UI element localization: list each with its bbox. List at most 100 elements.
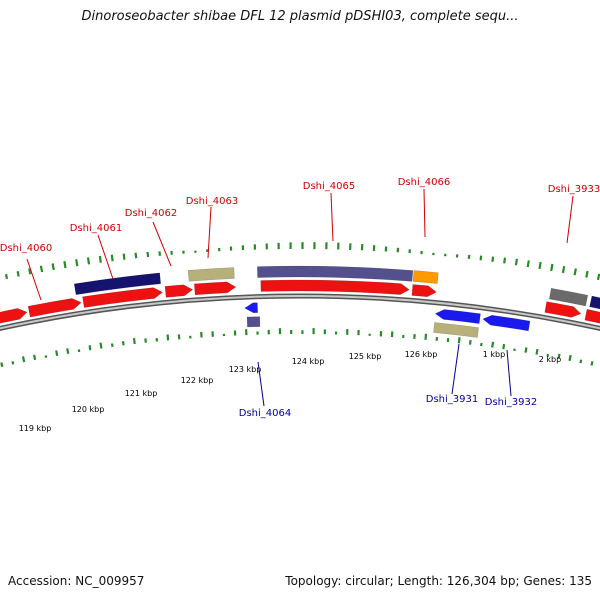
- gc-tick: [28, 268, 32, 275]
- label-leader: [330, 192, 334, 242]
- gene-label-leaders: [26, 188, 574, 407]
- gc-tick: [132, 337, 136, 345]
- tick-label: 121 kbp: [125, 389, 158, 398]
- gc-tick: [177, 334, 181, 340]
- backbone-highlight: [0, 295, 600, 330]
- gc-tick: [110, 343, 114, 348]
- gc-tick: [0, 362, 4, 368]
- cds-forward: [194, 281, 237, 296]
- gc-tick: [88, 345, 92, 351]
- features: [0, 265, 600, 338]
- cds-forward: [164, 284, 194, 298]
- cds-forward: [411, 284, 437, 298]
- cds-forward: [544, 301, 582, 318]
- cds-forward: [27, 298, 82, 318]
- feature-bar: [246, 316, 261, 328]
- gc-tick: [538, 261, 542, 270]
- feature-bar: [73, 272, 161, 295]
- backbone: [0, 293, 600, 332]
- gc-tick: [55, 350, 59, 357]
- gc-tick: [21, 356, 26, 363]
- gc-tick: [479, 255, 483, 261]
- gc-tick: [11, 361, 15, 365]
- gc-tick: [561, 265, 566, 274]
- gc-tick: [51, 263, 55, 271]
- feature-bar: [412, 270, 439, 284]
- gc-tick: [75, 259, 79, 267]
- gc-tick: [546, 353, 550, 357]
- gene-label: Dshi_3933: [548, 184, 600, 195]
- gene-label: Dshi_3932: [485, 397, 537, 408]
- tick-label: 120 kbp: [72, 405, 105, 414]
- gc-tick: [573, 268, 577, 276]
- gc-tick: [468, 339, 472, 345]
- label-leader: [207, 206, 212, 259]
- label-leader: [423, 188, 426, 238]
- cds-reverse: [434, 309, 481, 324]
- gene-label: Dshi_3931: [426, 394, 478, 405]
- gc-tick: [526, 260, 530, 268]
- gc-tick: [585, 270, 589, 278]
- gc-tick: [424, 333, 428, 340]
- gene-label: Dshi_4060: [0, 243, 52, 254]
- feature-bar: [589, 295, 600, 310]
- feature-bar: [433, 322, 479, 338]
- gc-tick: [467, 254, 471, 260]
- gene-label: Dshi_4065: [303, 181, 355, 192]
- tick-labels: 119 kbp 120 kbp 121 kbp 122 kbp 123 kbp 124 k…: [19, 350, 562, 433]
- gc-tick: [63, 261, 67, 269]
- gene-label: Dshi_4061: [70, 223, 122, 234]
- gc-tick: [535, 348, 539, 355]
- feature-bar: [187, 267, 235, 282]
- cds-forward: [82, 287, 164, 308]
- gc-tick: [146, 251, 150, 258]
- gc-tick: [480, 342, 483, 347]
- gc-tick: [503, 257, 507, 264]
- tick-label: 2 kbp: [539, 355, 561, 364]
- tick-label: 122 kbp: [181, 376, 214, 385]
- label-leader: [257, 361, 265, 407]
- tick-label: 125 kbp: [349, 352, 382, 361]
- map-title: Dinoroseobacter shibae DFL 12 plasmid pD…: [81, 9, 519, 24]
- tick-label: 123 kbp: [229, 365, 262, 374]
- gc-tick: [579, 359, 583, 364]
- gc-tick: [491, 256, 495, 262]
- gc-tick: [550, 263, 554, 272]
- gc-tick: [524, 347, 528, 353]
- gc-tick: [110, 254, 114, 262]
- gc-tick: [33, 354, 37, 361]
- gc-tick: [86, 257, 91, 265]
- gc-tick: [4, 273, 9, 280]
- gc-tick: [514, 258, 518, 266]
- label-leader: [152, 221, 172, 267]
- tick-label: 124 kbp: [292, 357, 325, 366]
- gene-label: Dshi_4066: [398, 177, 450, 188]
- feature-bar: [257, 265, 414, 282]
- label-leader: [566, 195, 574, 244]
- gc-tick: [122, 253, 126, 260]
- gc-tick: [590, 361, 594, 366]
- tick-label: 119 kbp: [19, 424, 52, 433]
- gene-label: Dshi_4063: [186, 196, 238, 207]
- label-leader: [26, 258, 42, 301]
- outer-gc-ticks: [4, 242, 600, 281]
- gc-tick: [134, 252, 138, 259]
- cds-forward: [260, 279, 410, 295]
- cds-forward: [0, 308, 28, 324]
- tick-label: 1 kbp: [483, 350, 505, 359]
- label-leader: [451, 343, 460, 395]
- gc-tick: [557, 353, 561, 359]
- feature-bar: [549, 287, 589, 307]
- gc-tick: [166, 334, 170, 341]
- cds-reverse: [482, 314, 531, 332]
- cds-reverse: [244, 302, 258, 314]
- gc-tick: [568, 354, 572, 362]
- label-leader: [97, 234, 114, 280]
- gc-tick: [66, 348, 70, 354]
- gc-tick: [98, 255, 102, 263]
- inner-gc-ticks: [0, 328, 594, 368]
- gc-tick: [502, 343, 506, 350]
- cds-forward: [584, 309, 600, 324]
